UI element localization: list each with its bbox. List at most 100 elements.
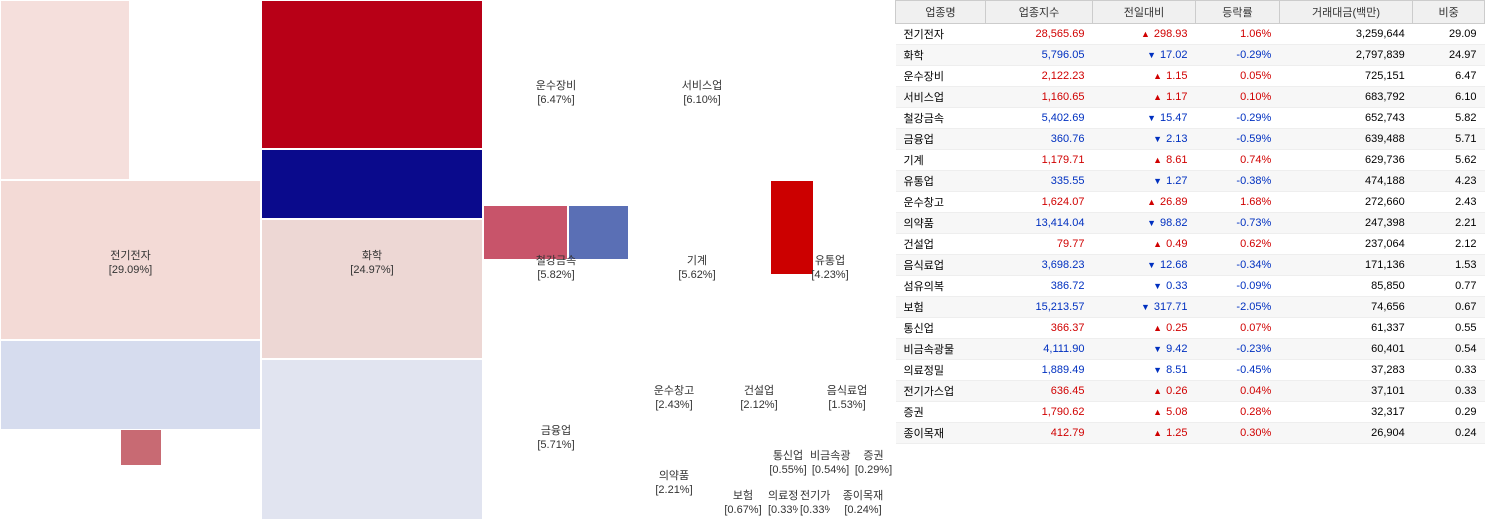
table-row[interactable]: 운수창고1,624.0726.891.68%272,6602.43: [896, 192, 1485, 213]
col-weight[interactable]: 비중: [1413, 1, 1485, 24]
table-row[interactable]: 건설업79.770.490.62%237,0642.12: [896, 234, 1485, 255]
treemap-cell[interactable]: 철강금속[5.82%]: [483, 180, 629, 350]
cell-volume: 639,488: [1279, 129, 1412, 150]
cell-volume: 32,317: [1279, 402, 1412, 423]
table-row[interactable]: 통신업366.370.250.07%61,3370.55: [896, 318, 1485, 339]
table-row[interactable]: 섬유의복386.720.33-0.09%85,8500.77: [896, 276, 1485, 297]
treemap-cell[interactable]: 운수장비[6.47%]: [483, 0, 629, 180]
cell-change: 0.33: [1092, 276, 1195, 297]
cell-change: 98.82: [1092, 213, 1195, 234]
cell-volume: 474,188: [1279, 171, 1412, 192]
cell-change: 1.15: [1092, 66, 1195, 87]
cell-rate: 0.62%: [1196, 234, 1280, 255]
treemap-cell[interactable]: 전기전자[29.09%]: [0, 0, 261, 520]
cell-change: 9.42: [1092, 339, 1195, 360]
table-row[interactable]: 유통업335.551.27-0.38%474,1884.23: [896, 171, 1485, 192]
sector-treemap[interactable]: 전기전자[29.09%]화학[24.97%]운수장비[6.47%]서비스업[6.…: [0, 0, 895, 520]
table-row[interactable]: 기계1,179.718.610.74%629,7365.62: [896, 150, 1485, 171]
cell-weight: 1.53: [1413, 255, 1485, 276]
table-row[interactable]: 보험15,213.57317.71-2.05%74,6560.67: [896, 297, 1485, 318]
cell-rate: -0.29%: [1196, 45, 1280, 66]
cell-rate: 1.06%: [1196, 24, 1280, 45]
treemap-cell[interactable]: 유통업[4.23%]: [765, 180, 895, 350]
cell-volume: 171,136: [1279, 255, 1412, 276]
treemap-label: 보험[0.67%]: [720, 489, 766, 518]
treemap-label: 의료정밀[0.33%]: [768, 489, 798, 518]
treemap-label: 비금속광물[0.54%]: [810, 449, 851, 478]
treemap-cell[interactable]: 의약품[2.21%]: [629, 440, 719, 520]
cell-rate: -0.29%: [1196, 108, 1280, 129]
treemap-label: 운수장비[6.47%]: [484, 79, 628, 108]
treemap-cell[interactable]: 비금속광물[0.54%]: [809, 440, 852, 480]
cell-name: 전기가스업: [896, 381, 986, 402]
treemap-cell[interactable]: 증권[0.29%]: [852, 440, 895, 480]
cell-name: 화학: [896, 45, 986, 66]
cell-rate: 1.68%: [1196, 192, 1280, 213]
col-rate[interactable]: 등락률: [1196, 1, 1280, 24]
col-index[interactable]: 업종지수: [986, 1, 1093, 24]
cell-volume: 247,398: [1279, 213, 1412, 234]
table-row[interactable]: 의약품13,414.0498.82-0.73%247,3982.21: [896, 213, 1485, 234]
table-row[interactable]: 증권1,790.625.080.28%32,3170.29: [896, 402, 1485, 423]
cell-rate: 0.04%: [1196, 381, 1280, 402]
cell-index: 5,402.69: [986, 108, 1093, 129]
col-name[interactable]: 업종명: [896, 1, 986, 24]
cell-change: 15.47: [1092, 108, 1195, 129]
cell-rate: 0.30%: [1196, 423, 1280, 444]
cell-rate: -0.73%: [1196, 213, 1280, 234]
cell-index: 412.79: [986, 423, 1093, 444]
cell-name: 금융업: [896, 129, 986, 150]
table-row[interactable]: 금융업360.762.13-0.59%639,4885.71: [896, 129, 1485, 150]
treemap-cell[interactable]: 운수창고[2.43%]: [629, 350, 719, 440]
cell-name: 비금속광물: [896, 339, 986, 360]
treemap-cell[interactable]: 섬유의복[0.77%]: [719, 440, 767, 480]
cell-index: 386.72: [986, 276, 1093, 297]
cell-weight: 6.10: [1413, 87, 1485, 108]
table-row[interactable]: 화학5,796.0517.02-0.29%2,797,83924.97: [896, 45, 1485, 66]
col-change[interactable]: 전일대비: [1092, 1, 1195, 24]
treemap-cell[interactable]: [775, 0, 895, 180]
table-row[interactable]: 운수장비2,122.231.150.05%725,1516.47: [896, 66, 1485, 87]
cell-name: 의료정밀: [896, 360, 986, 381]
treemap-cell[interactable]: 종이목재[0.24%]: [831, 480, 895, 520]
cell-volume: 629,736: [1279, 150, 1412, 171]
treemap-cell[interactable]: 기계[5.62%]: [629, 180, 765, 350]
table-row[interactable]: 서비스업1,160.651.170.10%683,7926.10: [896, 87, 1485, 108]
cell-rate: -2.05%: [1196, 297, 1280, 318]
cell-change: 0.25: [1092, 318, 1195, 339]
cell-weight: 5.82: [1413, 108, 1485, 129]
table-row[interactable]: 비금속광물4,111.909.42-0.23%60,4010.54: [896, 339, 1485, 360]
cell-change: 5.08: [1092, 402, 1195, 423]
cell-rate: -0.09%: [1196, 276, 1280, 297]
cell-volume: 3,259,644: [1279, 24, 1412, 45]
cell-name: 철강금속: [896, 108, 986, 129]
cell-index: 3,698.23: [986, 255, 1093, 276]
cell-index: 4,111.90: [986, 339, 1093, 360]
table-row[interactable]: 의료정밀1,889.498.51-0.45%37,2830.33: [896, 360, 1485, 381]
treemap-cell[interactable]: 금융업[5.71%]: [483, 350, 629, 520]
sector-table-wrap: 업종명 업종지수 전일대비 등락률 거래대금(백만) 비중 전기전자28,565…: [895, 0, 1485, 520]
cell-index: 366.37: [986, 318, 1093, 339]
table-row[interactable]: 전기가스업636.450.260.04%37,1010.33: [896, 381, 1485, 402]
table-row[interactable]: 철강금속5,402.6915.47-0.29%652,7435.82: [896, 108, 1485, 129]
treemap-cell[interactable]: 의료정밀[0.33%]: [767, 480, 799, 520]
table-header-row: 업종명 업종지수 전일대비 등락률 거래대금(백만) 비중: [896, 1, 1485, 24]
treemap-cell[interactable]: 전기가스업[0.33%]: [799, 480, 831, 520]
treemap-cell[interactable]: 음식료업[1.53%]: [799, 350, 895, 440]
treemap-cell[interactable]: 서비스업[6.10%]: [629, 0, 775, 180]
col-volume[interactable]: 거래대금(백만): [1279, 1, 1412, 24]
cell-change: 1.27: [1092, 171, 1195, 192]
cell-volume: 26,904: [1279, 423, 1412, 444]
table-row[interactable]: 음식료업3,698.2312.68-0.34%171,1361.53: [896, 255, 1485, 276]
cell-name: 운수장비: [896, 66, 986, 87]
treemap-cell[interactable]: 보험[0.67%]: [719, 480, 767, 520]
table-row[interactable]: 종이목재412.791.250.30%26,9040.24: [896, 423, 1485, 444]
cell-index: 360.76: [986, 129, 1093, 150]
treemap-label: 건설업[2.12%]: [720, 384, 798, 413]
table-row[interactable]: 전기전자28,565.69298.931.06%3,259,64429.09: [896, 24, 1485, 45]
treemap-cell[interactable]: 건설업[2.12%]: [719, 350, 799, 440]
treemap-cell[interactable]: 통신업[0.55%]: [767, 440, 809, 480]
cell-index: 79.77: [986, 234, 1093, 255]
cell-change: 298.93: [1092, 24, 1195, 45]
treemap-cell[interactable]: 화학[24.97%]: [261, 0, 483, 520]
